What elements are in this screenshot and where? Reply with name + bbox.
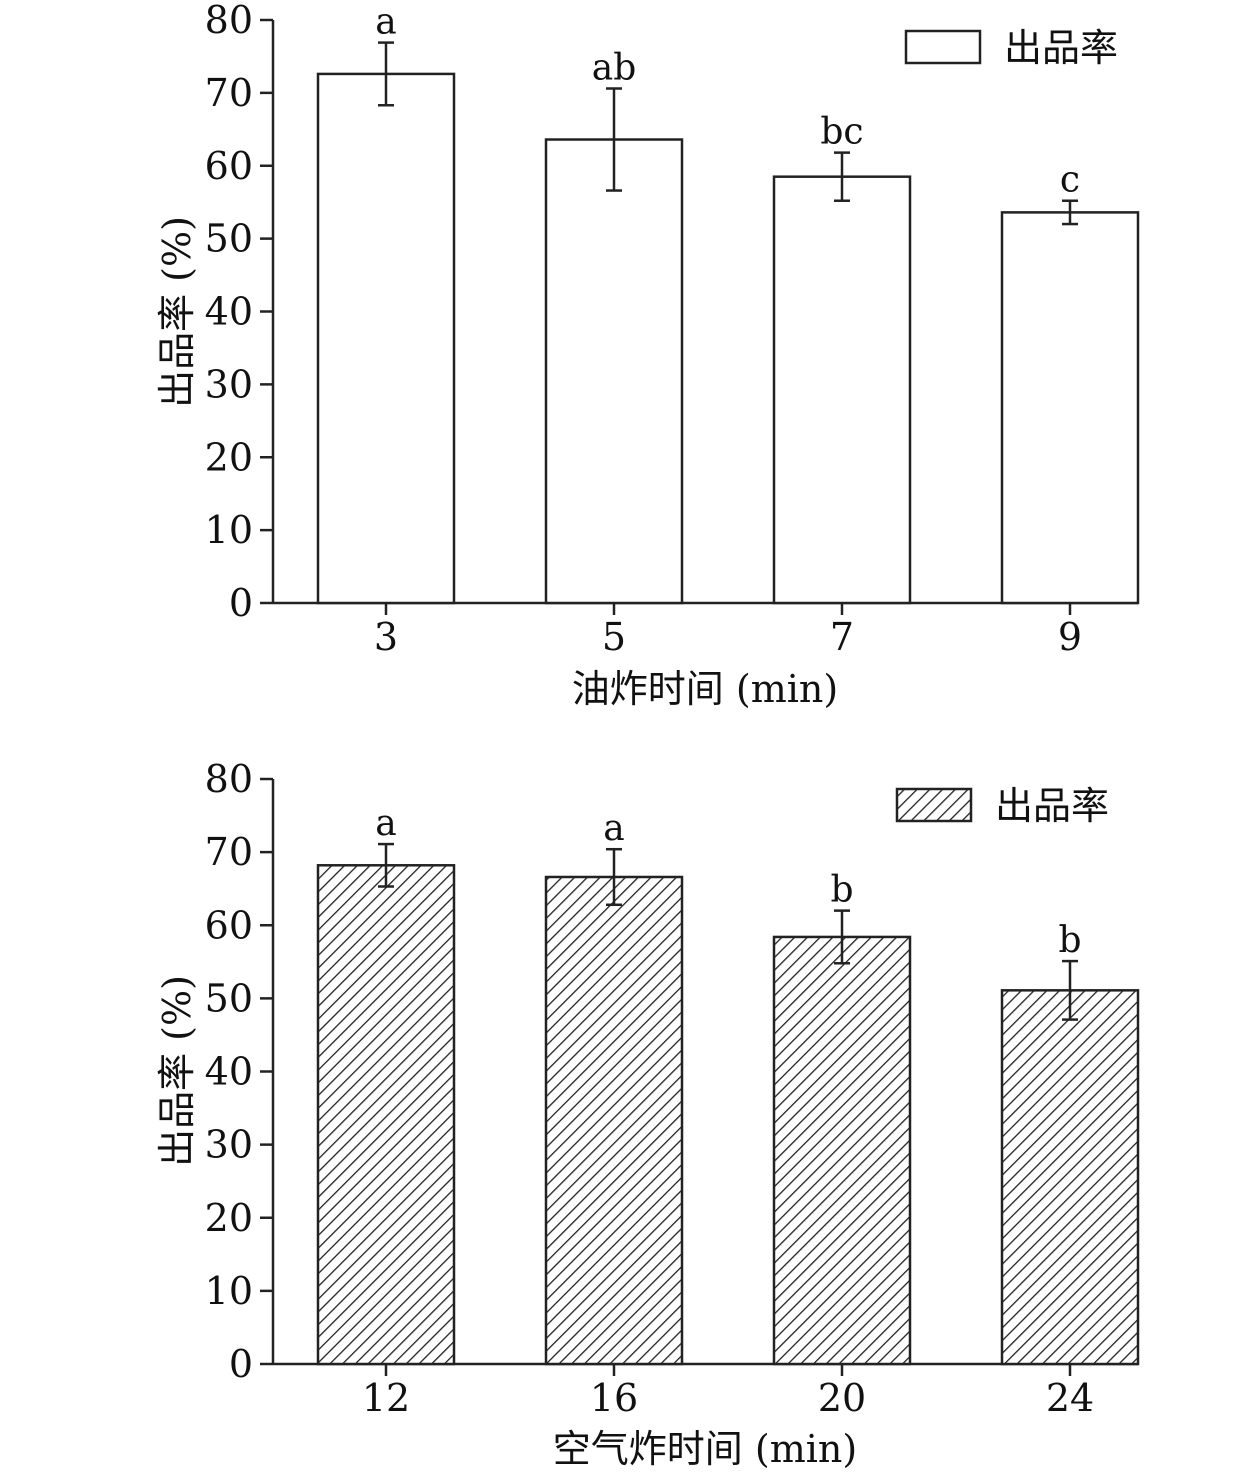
chart2-y-tick-label: 40	[205, 1050, 253, 1094]
chart1-significance-label: a	[375, 2, 396, 43]
chart1-significance-label: bc	[820, 112, 863, 153]
chart2-bar	[316, 864, 456, 1366]
chart1-y-tick-label: 40	[205, 290, 253, 334]
chart2-y-tick-label: 60	[205, 903, 253, 947]
chart2-legend-swatch	[895, 787, 973, 823]
chart1-x-tick-label: 5	[602, 615, 626, 659]
chart1-legend-label: 出品率	[1004, 26, 1118, 70]
chart2-y-tick-label: 10	[205, 1269, 253, 1313]
chart1-bar	[544, 138, 684, 605]
chart1-x-tick-label: 3	[374, 615, 398, 659]
chart2-x-tick-label: 12	[362, 1376, 410, 1420]
chart2-x-tick-label: 20	[818, 1376, 866, 1420]
chart2-y-tick-label: 70	[205, 830, 253, 874]
chart2-significance-label: b	[830, 870, 853, 911]
chart1-y-tick-label: 60	[205, 144, 253, 188]
chart1-y-tick-label: 0	[229, 581, 253, 625]
chart2-significance-label: a	[603, 808, 624, 849]
chart2-y-tick-label: 80	[205, 757, 253, 801]
chart2-y-tick-label: 0	[229, 1342, 253, 1386]
chart1-x-axis-label: 油炸时间 (min)	[572, 667, 838, 711]
chart1-x-tick-label: 9	[1058, 615, 1082, 659]
chart2-legend-label: 出品率	[995, 784, 1109, 828]
chart1-legend-swatch	[904, 29, 982, 65]
chart2-x-axis-label: 空气炸时间 (min)	[553, 1427, 857, 1471]
chart1-y-tick-label: 10	[205, 508, 253, 552]
chart2-bar	[772, 935, 912, 1366]
chart1-y-tick-label: 80	[205, 0, 253, 42]
chart-oil-frying: 出品率 (%) 油炸时间 (min) 0 10 20 30 40 50 60 70 80 a 3 ab…	[155, 0, 1140, 711]
chart-air-frying: 出品率 (%) 空气炸时间 (min) 0 10 20 30 40 50 60 70 80 a 12…	[155, 757, 1140, 1471]
chart1-y-tick-label: 70	[205, 71, 253, 115]
chart1-significance-label: c	[1060, 160, 1080, 201]
chart2-bar	[1000, 989, 1140, 1366]
chart2-x-tick-label: 24	[1046, 1376, 1094, 1420]
chart1-bar	[316, 72, 456, 605]
chart2-significance-label: b	[1058, 920, 1081, 961]
chart2-y-axis-label: 出品率 (%)	[155, 975, 199, 1167]
chart1-bar	[772, 175, 912, 605]
chart1-y-tick-label: 20	[205, 435, 253, 479]
chart1-y-axis-label: 出品率 (%)	[155, 216, 199, 408]
chart2-bar	[544, 875, 684, 1366]
chart2-y-tick-label: 20	[205, 1196, 253, 1240]
chart1-x-tick-label: 7	[830, 615, 854, 659]
chart1-y-tick-label: 30	[205, 362, 253, 406]
chart2-y-tick-label: 30	[205, 1123, 253, 1167]
chart2-significance-label: a	[375, 803, 396, 844]
chart2-y-tick-label: 50	[205, 976, 253, 1020]
chart1-significance-label: ab	[592, 48, 637, 89]
chart1-y-tick-label: 50	[205, 217, 253, 261]
chart1-bar	[1000, 211, 1140, 605]
chart2-x-tick-label: 16	[590, 1376, 638, 1420]
